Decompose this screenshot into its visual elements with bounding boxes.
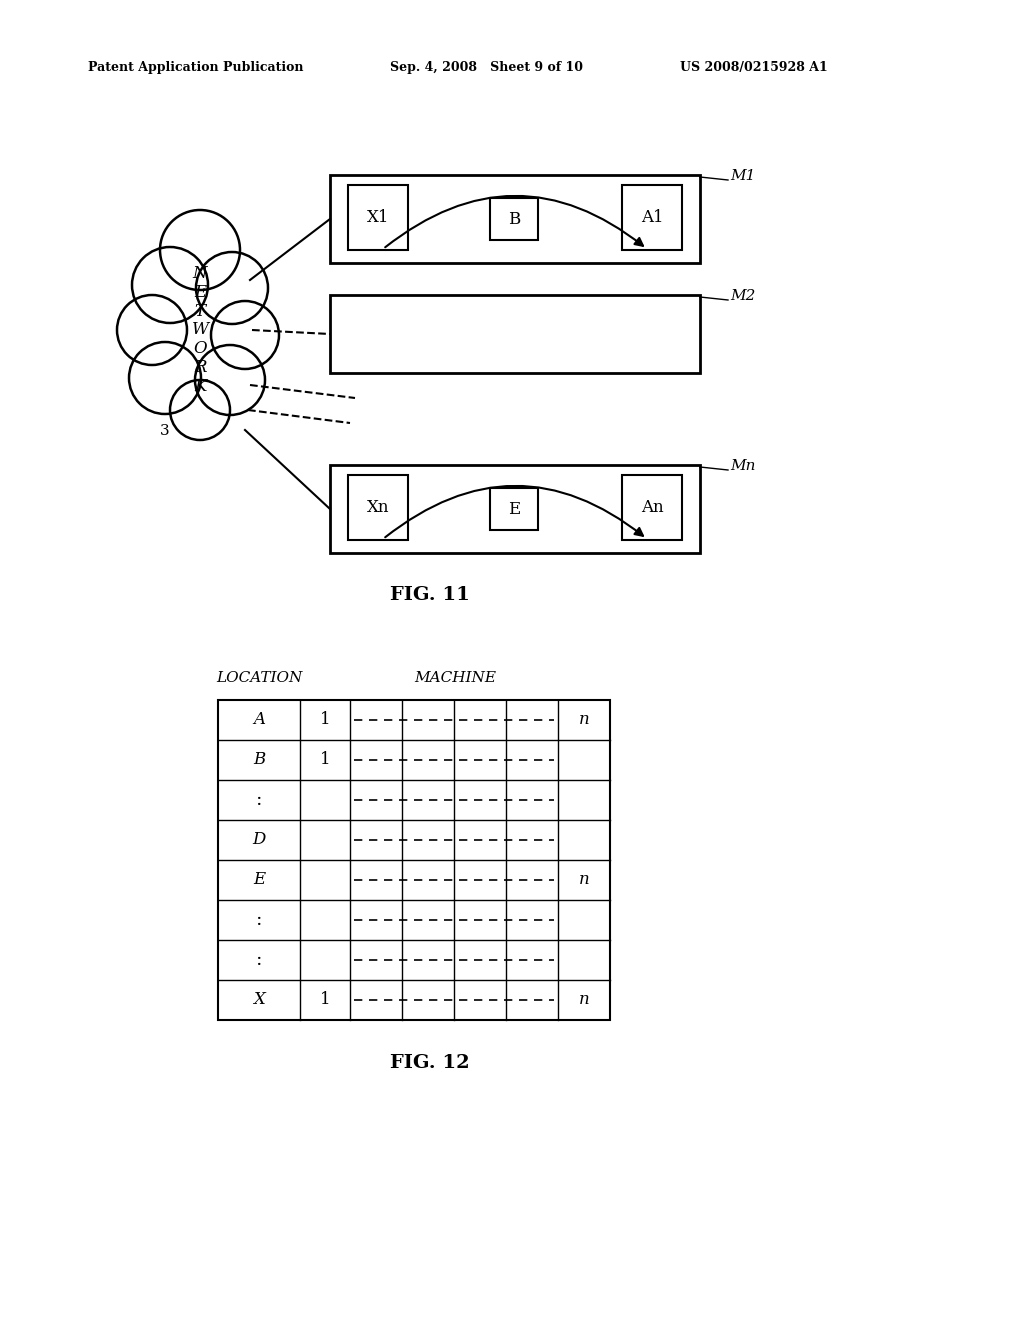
Circle shape <box>198 298 262 362</box>
Text: FIG. 12: FIG. 12 <box>390 1053 470 1072</box>
Text: LOCATION: LOCATION <box>216 671 302 685</box>
Text: Mn: Mn <box>730 459 756 473</box>
Circle shape <box>196 252 268 323</box>
Bar <box>330 294 700 374</box>
Circle shape <box>162 342 238 418</box>
Text: FIG. 11: FIG. 11 <box>390 586 470 605</box>
Circle shape <box>145 294 234 385</box>
Circle shape <box>117 294 187 366</box>
Bar <box>490 198 538 240</box>
Circle shape <box>132 247 208 323</box>
Bar <box>330 465 700 553</box>
Bar <box>348 185 408 249</box>
Bar <box>622 185 682 249</box>
Text: US 2008/0215928 A1: US 2008/0215928 A1 <box>680 62 827 74</box>
Circle shape <box>129 342 201 414</box>
Text: Sep. 4, 2008   Sheet 9 of 10: Sep. 4, 2008 Sheet 9 of 10 <box>390 62 583 74</box>
Text: :: : <box>256 791 262 809</box>
Text: B: B <box>253 751 265 768</box>
Text: :: : <box>256 950 262 969</box>
Text: :: : <box>256 911 262 929</box>
Text: X1: X1 <box>367 209 389 226</box>
Circle shape <box>138 298 202 362</box>
Text: A1: A1 <box>641 209 664 226</box>
Text: n: n <box>579 991 590 1008</box>
Text: N
E
T
W
O
R
K: N E T W O R K <box>191 264 209 396</box>
Text: An: An <box>641 499 664 516</box>
Circle shape <box>165 271 245 350</box>
FancyArrowPatch shape <box>385 486 643 537</box>
Text: MACHINE: MACHINE <box>414 671 496 685</box>
Text: X: X <box>253 991 265 1008</box>
Bar <box>348 475 408 540</box>
Text: A: A <box>253 711 265 729</box>
Text: M1: M1 <box>730 169 756 183</box>
Bar <box>218 700 610 1020</box>
Text: M2: M2 <box>730 289 756 304</box>
Text: E: E <box>253 871 265 888</box>
Text: 1: 1 <box>319 991 331 1008</box>
Circle shape <box>150 280 250 380</box>
Text: 3: 3 <box>160 424 170 438</box>
Bar <box>330 176 700 263</box>
Text: Patent Application Publication: Patent Application Publication <box>88 62 303 74</box>
Text: B: B <box>508 210 520 227</box>
Bar <box>622 475 682 540</box>
Text: n: n <box>579 871 590 888</box>
Text: Xn: Xn <box>367 499 389 516</box>
Circle shape <box>170 380 230 440</box>
Text: D: D <box>252 832 265 849</box>
Circle shape <box>195 345 265 414</box>
Circle shape <box>211 301 279 370</box>
Circle shape <box>162 242 238 318</box>
FancyArrowPatch shape <box>385 195 643 247</box>
Bar <box>490 488 538 531</box>
Text: 1: 1 <box>319 751 331 768</box>
Text: E: E <box>508 500 520 517</box>
Text: 1: 1 <box>319 711 331 729</box>
Text: n: n <box>579 711 590 729</box>
Circle shape <box>160 210 240 290</box>
